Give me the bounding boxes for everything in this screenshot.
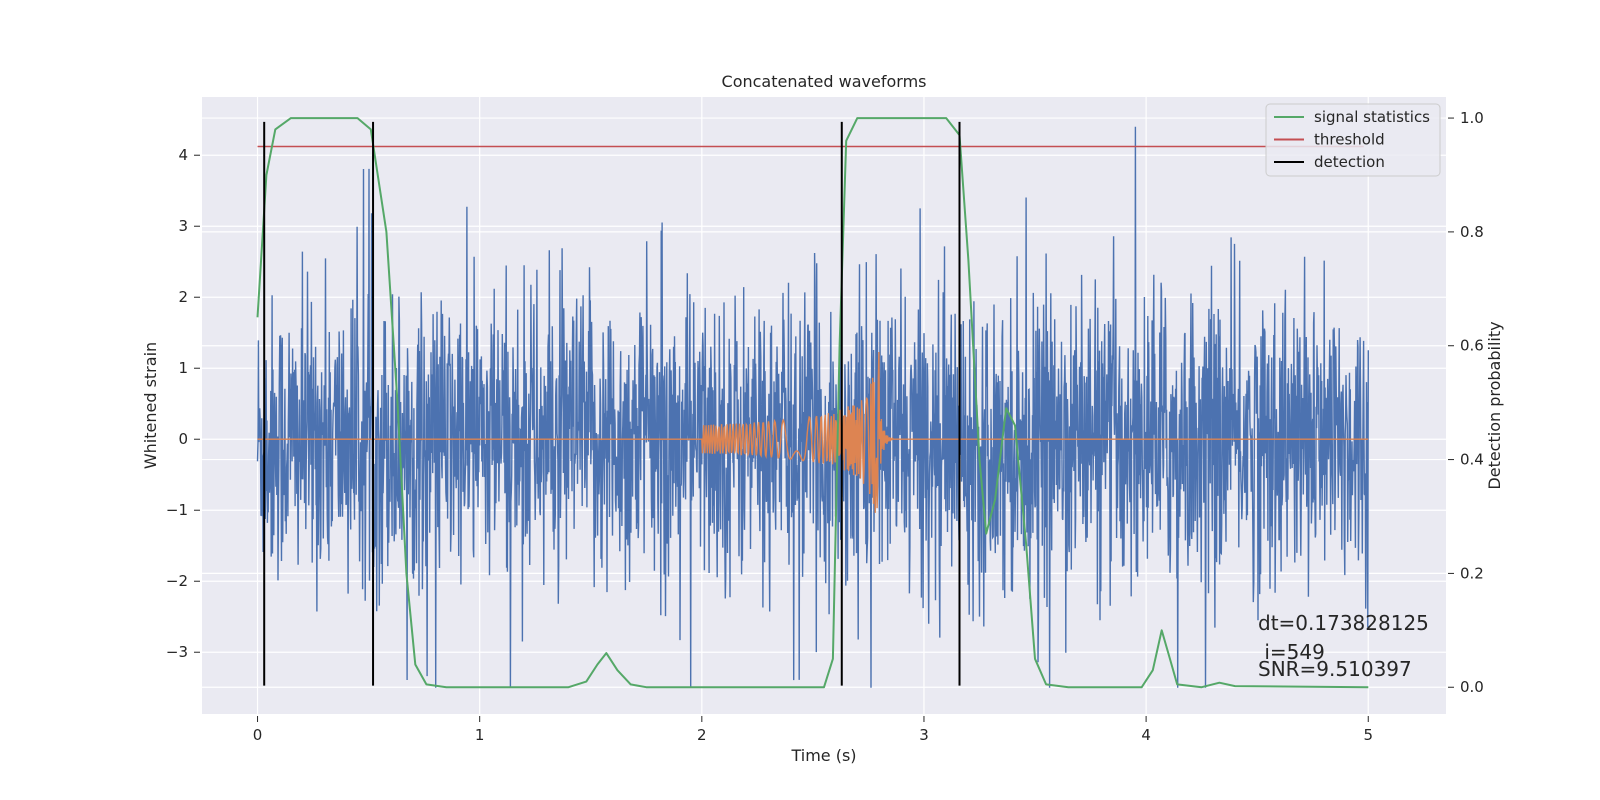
legend-label: threshold: [1314, 131, 1385, 149]
x-axis-label: Time (s): [790, 746, 856, 765]
y-axis-label: Whitened strain: [141, 342, 160, 469]
chart-title: Concatenated waveforms: [722, 72, 927, 91]
annotation-index: i=549: [1258, 640, 1325, 664]
y-tick-label: −3: [166, 643, 188, 661]
y-right-tick-label: 1.0: [1460, 109, 1484, 127]
legend-label: signal statistics: [1314, 108, 1430, 126]
legend-label: detection: [1314, 153, 1385, 171]
annotation-snr: SNR=9.510397: [1258, 657, 1412, 681]
y-axis-label-right: Detection probability: [1485, 321, 1504, 489]
x-tick-label: 3: [919, 726, 929, 744]
x-tick-label: 5: [1363, 726, 1373, 744]
signal-statistics-line: [256, 117, 1369, 689]
x-tick-label: 2: [697, 726, 707, 744]
y-tick-label: 1: [178, 359, 188, 377]
y-tick-label: 4: [178, 146, 188, 164]
template-waveform: [257, 351, 1369, 513]
annotation-dt: dt=0.173828125: [1258, 611, 1429, 635]
y-right-tick-label: 0.2: [1460, 564, 1484, 582]
strain-trace: [256, 126, 1369, 688]
legend: signal statistics threshold detection: [1265, 103, 1441, 177]
legend-box: [1265, 103, 1441, 177]
y-tick-label: −1: [166, 501, 188, 519]
x-tick-label: 1: [475, 726, 485, 744]
y-tick-label: 0: [178, 430, 188, 448]
y-right-tick-label: 0.8: [1460, 223, 1484, 241]
x-tick-label: 4: [1141, 726, 1151, 744]
y-right-tick-label: 0.4: [1460, 451, 1484, 469]
y-tick-label: −2: [166, 572, 188, 590]
y-right-tick-label: 0.6: [1460, 337, 1484, 355]
y-tick-label: 3: [178, 217, 188, 235]
y-right-tick-label: 0.0: [1460, 678, 1484, 696]
y-tick-label: 2: [178, 288, 188, 306]
x-tick-label: 0: [253, 726, 263, 744]
